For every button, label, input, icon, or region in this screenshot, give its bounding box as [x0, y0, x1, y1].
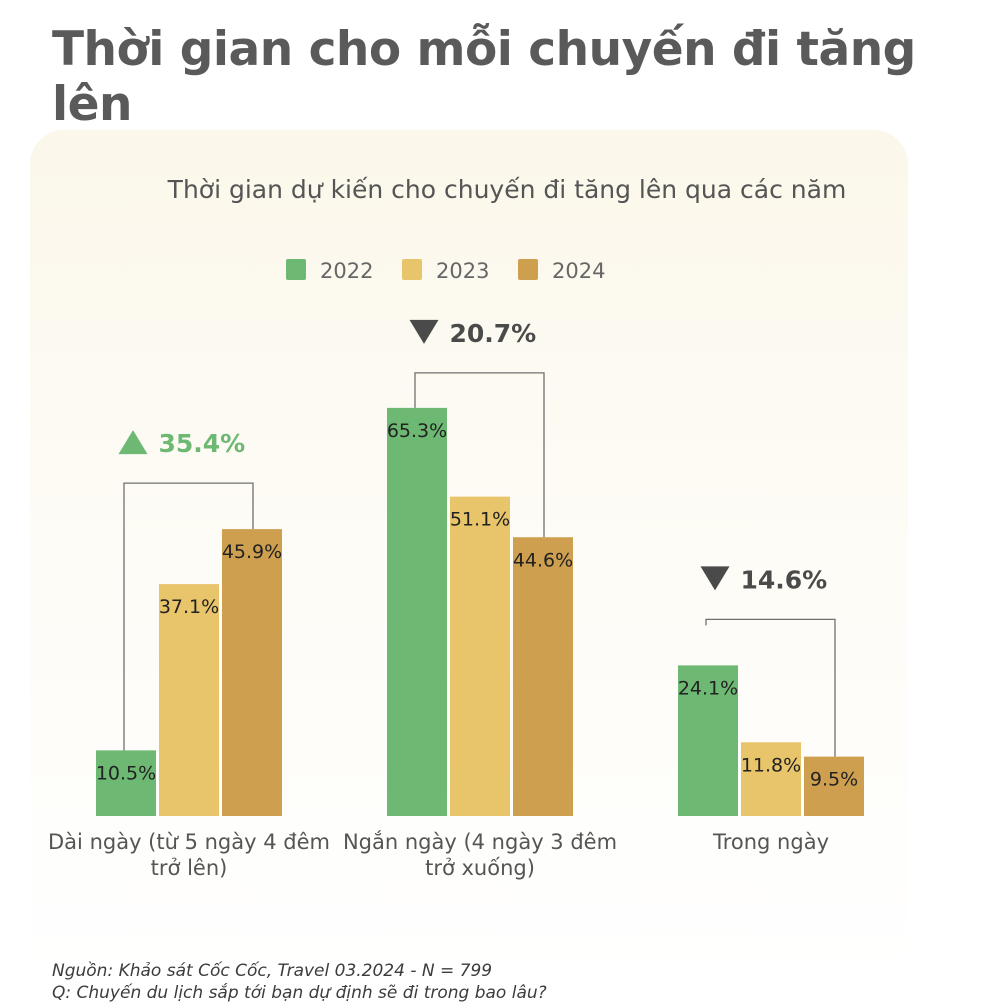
data-label-2023-1: 51.1%: [450, 509, 510, 531]
legend-label-2022: 2022: [320, 259, 373, 283]
category-label-2-0: Trong ngày: [712, 830, 829, 854]
bar-2022-1: [387, 407, 447, 816]
data-label-2022-2: 24.1%: [678, 677, 738, 699]
category-label-1-1: trở xuống): [425, 856, 535, 880]
source-line: Nguồn: Khảo sát Cốc Cốc, Travel 03.2024 …: [52, 961, 493, 981]
bar-2023-0: [159, 584, 219, 816]
change-label-2: 14.6%: [741, 565, 828, 594]
change-bracket-0: [123, 482, 254, 751]
legend-label-2023: 2023: [436, 259, 489, 283]
change-bracket-1: [414, 372, 545, 538]
bar-2022-0: [96, 750, 156, 816]
data-label-2023-2: 11.8%: [741, 754, 801, 776]
category-label-0-1: trở lên): [151, 856, 228, 880]
data-label-2024-1: 44.6%: [513, 549, 573, 571]
data-label-2024-0: 45.9%: [222, 541, 282, 563]
source-note: Nguồn: Khảo sát Cốc Cốc, Travel 03.2024 …: [52, 960, 547, 1004]
change-label-1: 20.7%: [450, 319, 537, 348]
category-label-1-0: Ngắn ngày (4 ngày 3 đêm: [343, 830, 617, 854]
change-bracket-2: [705, 618, 836, 757]
change-label-0: 35.4%: [159, 429, 246, 458]
bar-2024-2: [804, 756, 864, 816]
data-label-2024-2: 9.5%: [810, 769, 858, 791]
bar-2024-1: [513, 537, 573, 816]
legend-label-2024: 2024: [552, 259, 605, 283]
bar-2023-2: [741, 742, 801, 816]
bar-2024-0: [222, 529, 282, 816]
page-title: Thời gian cho mỗi chuyến đi tăng lên: [52, 22, 916, 132]
legend-swatch-2024: [518, 259, 538, 280]
chart-title: Thời gian dự kiến cho chuyến đi tăng lên…: [167, 175, 847, 204]
data-label-2022-0: 10.5%: [96, 762, 156, 784]
question-line: Q: Chuyến du lịch sắp tới bạn dự định sẽ…: [52, 983, 547, 1003]
down-arrow-icon-1: [409, 319, 439, 344]
legend-swatch-2022: [286, 259, 306, 280]
down-arrow-icon-2: [700, 566, 730, 591]
category-label-0-0: Dài ngày (từ 5 ngày 4 đêm: [48, 830, 330, 854]
legend-swatch-2023: [402, 259, 422, 280]
bar-2022-2: [678, 665, 738, 816]
bar-2023-1: [450, 496, 510, 816]
up-arrow-icon-0: [118, 430, 148, 455]
data-label-2023-0: 37.1%: [159, 596, 219, 618]
data-label-2022-1: 65.3%: [387, 420, 447, 442]
